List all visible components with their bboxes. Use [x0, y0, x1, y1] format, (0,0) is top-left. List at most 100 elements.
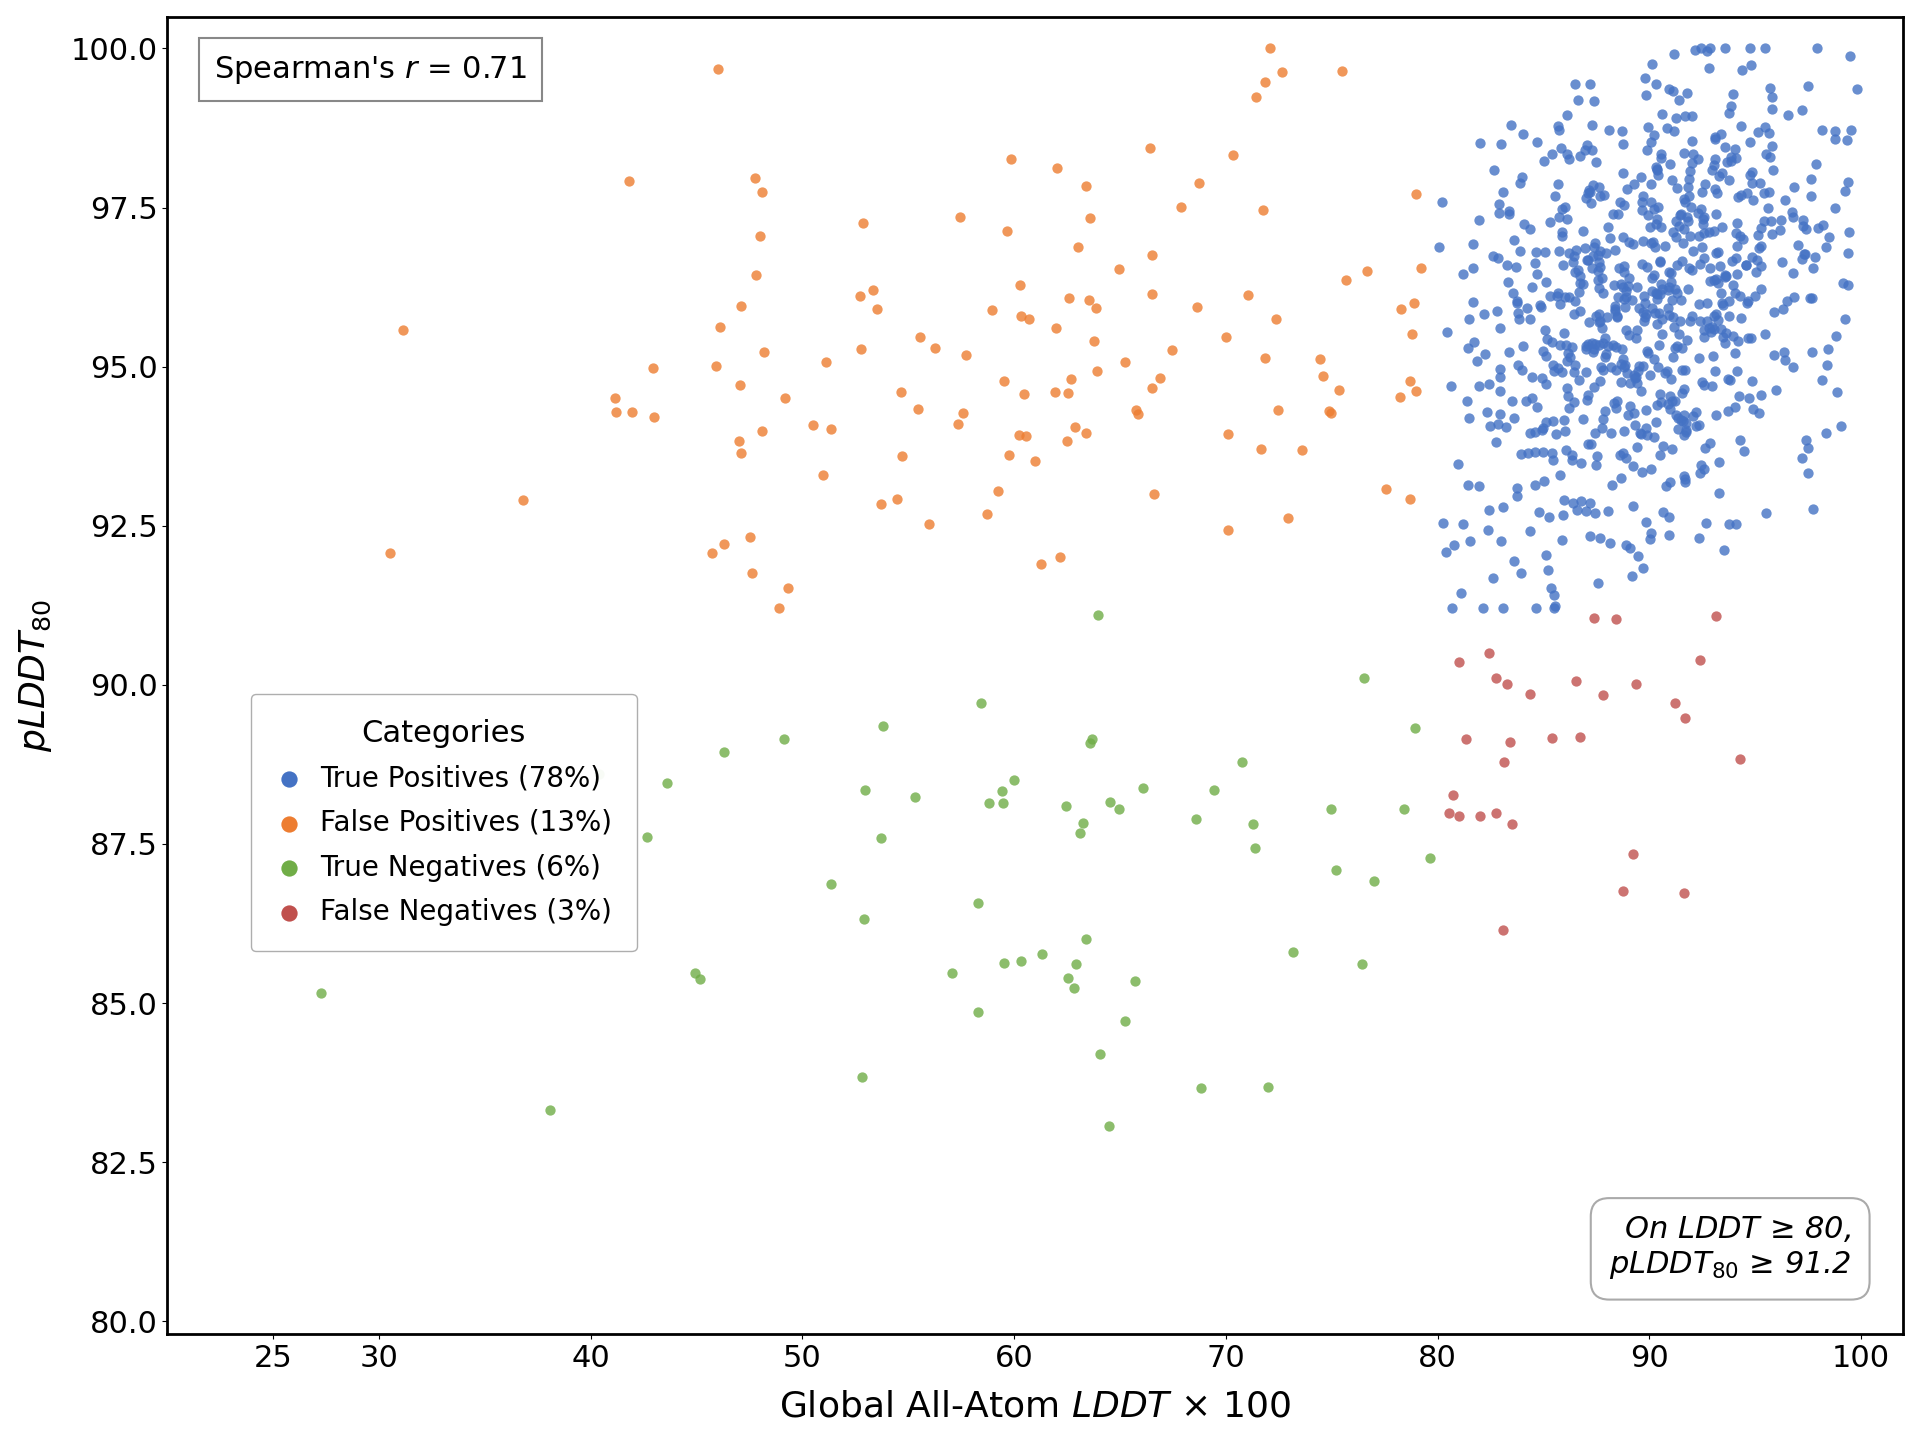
Point — [1755, 145, 1786, 168]
Point — [1590, 343, 1620, 366]
Point — [1507, 359, 1538, 382]
Point — [1607, 132, 1638, 156]
Point — [1442, 452, 1473, 475]
Point — [1751, 501, 1782, 524]
Point — [1699, 154, 1730, 177]
Point — [1156, 338, 1187, 361]
Point — [1073, 289, 1104, 312]
Point — [1582, 243, 1613, 266]
Point — [1716, 249, 1747, 272]
Point — [1530, 344, 1561, 367]
Point — [1636, 232, 1667, 255]
Point — [1655, 471, 1686, 494]
Point — [1565, 490, 1596, 513]
Point — [1788, 209, 1818, 232]
Point — [1576, 138, 1607, 161]
Point — [1672, 210, 1703, 233]
Point — [1254, 1076, 1284, 1099]
Point — [1599, 295, 1630, 318]
Point — [1565, 272, 1596, 295]
Point — [989, 370, 1020, 393]
Point — [1448, 513, 1478, 536]
Point — [1628, 284, 1659, 307]
Point — [1676, 305, 1707, 328]
Point — [1715, 102, 1745, 125]
Point — [1749, 323, 1780, 346]
Point — [1540, 184, 1571, 207]
Point — [1711, 265, 1741, 288]
Point — [914, 513, 945, 536]
Point — [1640, 301, 1670, 324]
Point — [726, 294, 756, 317]
Point — [1732, 253, 1763, 276]
Point — [1551, 350, 1582, 373]
Point — [1467, 598, 1498, 621]
Point — [1668, 465, 1699, 488]
Point — [1586, 310, 1617, 333]
Point — [1772, 104, 1803, 127]
Point — [972, 503, 1002, 526]
Point — [1653, 275, 1684, 298]
Point — [1722, 186, 1753, 209]
Point — [1415, 847, 1446, 870]
Point — [1540, 423, 1571, 446]
Point — [1615, 266, 1645, 289]
Point — [1636, 131, 1667, 154]
Point — [616, 400, 647, 423]
Point — [1795, 184, 1826, 207]
Point — [1469, 343, 1500, 366]
Point — [1692, 291, 1722, 314]
Point — [1667, 249, 1697, 272]
Point — [639, 406, 670, 429]
Point — [1617, 233, 1647, 256]
Point — [1238, 837, 1269, 860]
Point — [1513, 442, 1544, 465]
Point — [1596, 420, 1626, 444]
Point — [1645, 390, 1676, 413]
Point — [1676, 104, 1707, 127]
Point — [1044, 546, 1075, 569]
Point — [1551, 439, 1582, 462]
Point — [1434, 802, 1465, 825]
Point — [1755, 210, 1786, 233]
Point — [1079, 330, 1110, 353]
Point — [1799, 245, 1830, 268]
Point — [1050, 793, 1081, 816]
Legend: True Positives (78%), False Positives (13%), True Negatives (6%), False Negative: True Positives (78%), False Positives (1… — [250, 694, 637, 952]
Point — [1569, 272, 1599, 295]
Point — [1482, 248, 1513, 271]
Point — [1592, 334, 1622, 357]
Point — [1461, 350, 1492, 373]
Point — [1703, 451, 1734, 474]
Point — [1601, 608, 1632, 631]
Point — [1820, 120, 1851, 143]
Point — [1766, 251, 1797, 274]
Point — [1659, 346, 1690, 369]
Point — [1720, 513, 1751, 536]
Point — [1688, 207, 1718, 230]
Point — [1584, 239, 1615, 262]
Point — [1444, 805, 1475, 828]
Point — [1578, 340, 1609, 363]
Point — [1672, 82, 1703, 105]
Point — [1668, 377, 1699, 400]
Point — [1749, 181, 1780, 204]
Point — [1014, 308, 1044, 331]
Point — [1436, 374, 1467, 397]
Point — [1728, 228, 1759, 251]
Point — [1486, 132, 1517, 156]
Point — [1457, 291, 1488, 314]
Point — [1580, 454, 1611, 477]
Point — [1674, 256, 1705, 279]
Point — [1661, 225, 1692, 248]
Point — [1565, 281, 1596, 304]
Point — [724, 429, 755, 452]
Point — [1778, 285, 1809, 308]
Point — [1588, 281, 1619, 304]
Point — [1569, 238, 1599, 261]
Point — [1768, 348, 1799, 372]
Point — [1686, 235, 1716, 258]
Point — [1609, 356, 1640, 379]
Point — [1613, 361, 1644, 384]
Point — [1480, 667, 1511, 690]
